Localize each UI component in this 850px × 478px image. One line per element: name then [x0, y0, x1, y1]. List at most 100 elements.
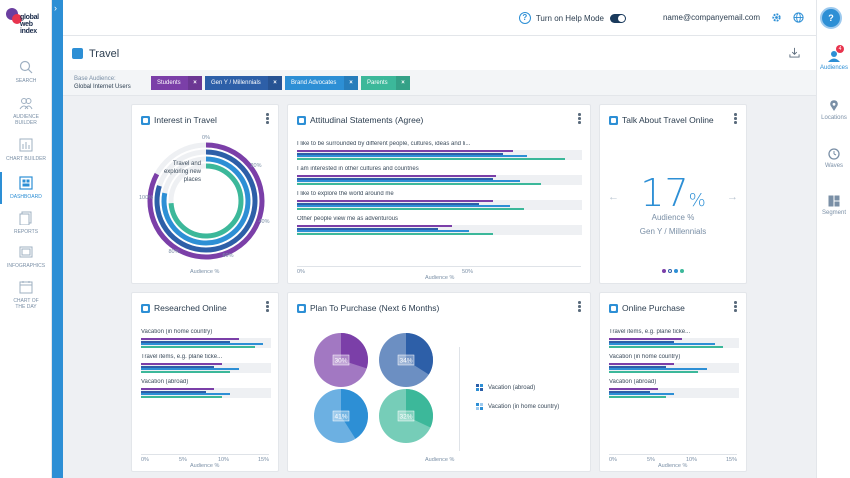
- bar[interactable]: [141, 393, 231, 395]
- bar-group[interactable]: Vacation (abroad): [141, 379, 271, 398]
- big-stat-value: 17: [640, 171, 689, 215]
- bar-group[interactable]: I am interested in other cultures and co…: [297, 166, 582, 185]
- bar-category-label: Travel items, e.g. plane ticke...: [609, 329, 691, 335]
- bar[interactable]: [609, 368, 707, 370]
- bar-group[interactable]: I like to explore the world around me: [297, 191, 582, 210]
- close-icon[interactable]: ×: [188, 76, 202, 90]
- brand-logo[interactable]: global web index: [6, 6, 46, 46]
- close-icon[interactable]: ×: [344, 76, 358, 90]
- audience-chip-parents[interactable]: Parents ×: [361, 76, 410, 90]
- x-tick: 5%: [179, 457, 187, 463]
- legend-item[interactable]: Vacation (abroad): [476, 384, 535, 391]
- gear-icon[interactable]: [771, 12, 782, 23]
- more-menu-icon[interactable]: [578, 113, 581, 125]
- bar[interactable]: [297, 225, 452, 227]
- bar[interactable]: [297, 205, 510, 207]
- bar[interactable]: [609, 388, 658, 390]
- right-nav-waves-label: Waves: [824, 163, 844, 169]
- bar[interactable]: [609, 390, 650, 393]
- help-mode-toggle-group[interactable]: ? Turn on Help Mode: [518, 12, 626, 24]
- legend-item[interactable]: Vacation (in home country): [476, 403, 559, 410]
- bar[interactable]: [141, 340, 231, 343]
- next-arrow-icon[interactable]: →: [727, 191, 738, 203]
- card-title: Talk About Travel Online: [622, 115, 714, 125]
- bar[interactable]: [609, 338, 683, 340]
- more-menu-icon[interactable]: [734, 113, 737, 125]
- bar[interactable]: [141, 365, 215, 368]
- bar[interactable]: [297, 207, 524, 210]
- bar[interactable]: [297, 180, 521, 182]
- nav-reports[interactable]: REPORTS: [0, 211, 52, 235]
- bar-category-label: Other people view me as adventurous: [297, 216, 399, 222]
- bar[interactable]: [141, 370, 231, 373]
- bar[interactable]: [609, 343, 715, 345]
- bar[interactable]: [297, 150, 514, 152]
- close-icon[interactable]: ×: [268, 76, 282, 90]
- nav-audience-builder[interactable]: AUDIENCE BUILDER: [0, 96, 52, 126]
- bar[interactable]: [297, 157, 565, 160]
- nav-chart-builder[interactable]: CHART BUILDER: [0, 138, 52, 162]
- bar[interactable]: [297, 232, 493, 235]
- bar-track: [609, 338, 739, 348]
- bar-group[interactable]: Travel items, e.g. plane ticke...: [141, 354, 271, 373]
- bar[interactable]: [141, 388, 215, 390]
- bar-group[interactable]: Vacation (abroad): [609, 379, 739, 398]
- bar[interactable]: [609, 345, 723, 348]
- bar-group[interactable]: Other people view me as adventurous: [297, 216, 582, 235]
- right-nav-audiences[interactable]: Audiences 4: [817, 45, 850, 71]
- help-mode-toggle[interactable]: [610, 13, 626, 23]
- download-icon[interactable]: [789, 47, 800, 58]
- widget-icon: [297, 304, 306, 313]
- bar[interactable]: [609, 395, 666, 398]
- bar[interactable]: [609, 393, 674, 395]
- bar[interactable]: [297, 227, 438, 230]
- nav-chart-of-the-day[interactable]: CHART OF THE DAY: [0, 280, 52, 310]
- bar[interactable]: [297, 175, 497, 177]
- bar[interactable]: [297, 200, 493, 202]
- prev-arrow-icon[interactable]: ←: [608, 191, 619, 203]
- user-email[interactable]: name@companyemail.com: [662, 13, 760, 22]
- bar[interactable]: [609, 340, 674, 343]
- bar[interactable]: [141, 343, 263, 345]
- carousel-dots[interactable]: [662, 269, 684, 273]
- right-nav-waves[interactable]: Waves: [817, 148, 850, 169]
- more-menu-icon[interactable]: [578, 301, 581, 313]
- bar[interactable]: [141, 395, 223, 398]
- attitudinal-bar-chart: I like to be surrounded by different peo…: [297, 141, 582, 241]
- bar[interactable]: [297, 155, 528, 157]
- bar[interactable]: [141, 363, 223, 365]
- bar[interactable]: [297, 230, 469, 232]
- audience-chip-brand-advocates[interactable]: Brand Advocates ×: [285, 76, 358, 90]
- nav-search[interactable]: SEARCH: [0, 60, 52, 84]
- close-icon[interactable]: ×: [396, 76, 410, 90]
- bar[interactable]: [297, 177, 493, 180]
- bar[interactable]: [297, 202, 479, 205]
- globe-icon[interactable]: [793, 12, 804, 23]
- bar[interactable]: [141, 368, 239, 370]
- more-menu-icon[interactable]: [266, 301, 269, 313]
- bar[interactable]: [609, 365, 666, 368]
- help-mode-label: Turn on Help Mode: [535, 13, 604, 23]
- bar[interactable]: [297, 182, 541, 185]
- bar[interactable]: [609, 370, 699, 373]
- base-audience[interactable]: Base Audience: Global Internet Users: [74, 75, 131, 91]
- nav-dashboard[interactable]: DASHBOARD: [0, 172, 52, 204]
- sidebar-collapse-strip[interactable]: ›: [52, 0, 63, 478]
- bar[interactable]: [141, 338, 239, 340]
- more-menu-icon[interactable]: [734, 301, 737, 313]
- bar[interactable]: [609, 363, 674, 365]
- bar-group[interactable]: I like to be surrounded by different peo…: [297, 141, 582, 160]
- more-menu-icon[interactable]: [266, 113, 269, 125]
- bar-group[interactable]: Vacation (in home country): [609, 354, 739, 373]
- bar-group[interactable]: Travel items, e.g. plane ticke...: [609, 329, 739, 348]
- bar[interactable]: [141, 345, 255, 348]
- bar[interactable]: [141, 390, 206, 393]
- audience-chip-students[interactable]: Students ×: [151, 76, 202, 90]
- right-nav-locations[interactable]: Locations: [817, 100, 850, 121]
- help-button[interactable]: ?: [820, 7, 842, 29]
- right-nav-segment[interactable]: Segment: [817, 195, 850, 216]
- nav-infographics[interactable]: INFOGRAPHICS: [0, 245, 52, 269]
- bar[interactable]: [297, 152, 504, 155]
- audience-chip-gen-y[interactable]: Gen Y / Millennials ×: [205, 76, 282, 90]
- bar-group[interactable]: Vacation (in home country): [141, 329, 271, 348]
